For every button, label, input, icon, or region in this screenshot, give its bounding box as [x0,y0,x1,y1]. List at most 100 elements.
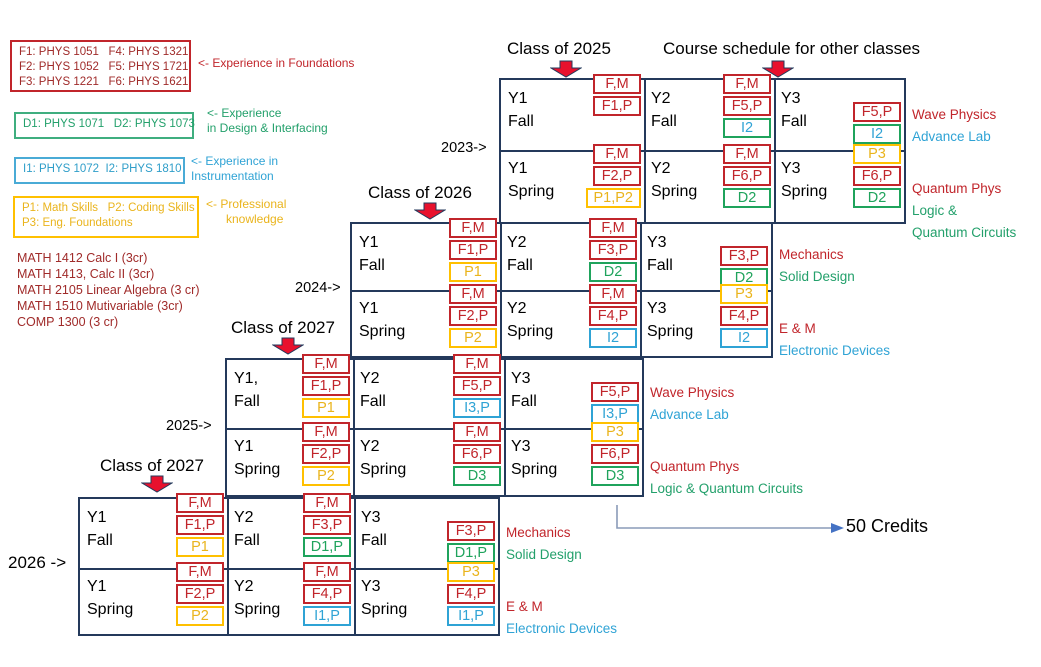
course-chip-stack: F5,P I2 [853,102,901,144]
schedule-cell: Y1 Spring F,M F2,P P2 [80,562,229,634]
schedule-cell: Y2 Spring F,M F4,P I2 [500,284,642,356]
course-chip-stack: F,M F5,P I3,P [453,354,501,418]
course-chip: D2 [723,188,771,208]
schedule-cell: Y3 Fall F5,P I2 [774,80,904,152]
course-chip: P1,P2 [585,188,641,208]
schedule-cell: Y2 Fall F,M F5,P I2 [644,74,776,152]
schedule-cell: Y3 Spring P3 F6,P D2 [774,144,904,222]
course-name-label: Wave Physics [912,107,997,122]
course-chip-stack: F,M F4,P I2 [589,284,637,348]
cell-term-label: Y2 Fall [507,234,533,274]
course-name-label: Logic & Quantum Circuits [650,481,804,496]
cell-term-label: Y1 Spring [87,578,134,618]
course-chip: P3 [447,562,495,582]
course-chip: F4,P [447,584,495,604]
schedule-cell: Y1 Fall F,M F1,P P1 [352,218,502,292]
course-chip: P3 [720,284,768,304]
course-chip: P3 [853,144,901,164]
course-chip: F4,P [589,306,637,326]
course-chip-stack: F,M F3,P D2 [589,218,637,282]
course-chip: I1,P [303,606,351,626]
caption-line: in Design & Interfacing [207,121,328,135]
schedule-cell: Y3 Spring P3 F4,P I2 [640,284,771,356]
caption-line: <- Experience in Foundations [198,56,355,70]
course-chip: D2 [589,262,637,282]
course-name-labels: Mechanics Solid Design [506,522,582,566]
course-code-line: D1: PHYS 1071 D2: PHYS 1073 [23,118,195,130]
course-name-labels: Quantum Phys Logic & Quantum Circuits [650,456,803,500]
cell-term-label: Y3 Fall [511,370,537,410]
year-marker-2024: 2024-> [295,280,341,296]
course-chip: F3,P [447,521,495,541]
schedule-cell: Y1 Fall F,M F1,P [501,74,646,152]
down-arrow-icon [414,202,446,220]
class-of-2027-heading: Class of 2027 [231,318,335,337]
course-name-label: Quantum Phys [650,459,740,474]
math-course-line: COMP 1300 (3 cr) [17,315,119,329]
course-chip: F,M [453,354,501,374]
course-chip: F3,P [720,246,768,266]
course-chip: D3 [591,466,639,486]
cell-term-label: Y1, Fall [234,370,260,410]
schedule-cell: Y1, Fall F,M F1,P P1 [227,354,355,430]
course-chip-stack: F,M F6,P D3 [453,422,501,486]
course-code-line: F2: PHYS 1052 F5: PHYS 1721 [19,61,189,73]
course-chip-stack: F,M F1,P [593,74,641,116]
caption-line: knowledge [206,212,284,226]
course-chip-stack: F3,P D2 [720,246,768,288]
course-chip-stack: P3 F6,P D3 [591,422,639,486]
course-chip-stack: P3 F6,P D2 [853,144,901,208]
schedule-cell: Y3 Fall F3,P D2 [640,224,771,292]
design-legend-caption: <- Experience in Design & Interfacing [207,106,328,136]
schedule-cell: Y1 Spring F,M F2,P P1,P2 [501,144,646,222]
course-chip-stack: F,M F4,P I1,P [303,562,351,626]
course-chip: P1 [449,262,497,282]
course-name-label: Logic & [912,203,958,218]
schedule-cell: Y2 Fall F,M F3,P D1,P [227,493,356,570]
cell-term-label: Y3 Spring [361,578,408,618]
course-chip: P3 [591,422,639,442]
instrumentation-legend-caption: <- Experience in Instrumentation [191,154,278,184]
course-chip-stack: P3 F4,P I2 [720,284,768,348]
foundations-legend-caption: <- Experience in Foundations [198,56,354,71]
course-chip: F2,P [176,584,224,604]
schedule-cell: Y2 Spring F,M F6,P D2 [644,144,776,222]
down-arrow-icon [272,337,304,355]
foundations-legend-box: F1: PHYS 1051 F4: PHYS 1321 F2: PHYS 1052… [10,40,191,92]
cell-term-label: Y2 Spring [651,160,698,200]
down-arrow-icon [550,60,582,78]
course-name-labels: Quantum Phys Logic & Quantum Circuits [912,178,1016,244]
course-name-labels: E & M Electronic Devices [779,318,890,362]
professional-legend-box: P1: Math Skills P2: Coding Skills P3: Eng… [13,196,199,238]
course-chip: I2 [853,124,901,144]
course-name-label: Solid Design [779,269,855,284]
course-name-label: Advance Lab [650,407,729,422]
course-chip-stack: F,M F5,P I2 [723,74,771,138]
cell-term-label: Y3 Spring [511,438,558,478]
schedule-cell: Y3 Spring P3 F6,P D3 [504,422,642,495]
math-course-line: MATH 1413, Calc II (3cr) [17,267,155,281]
course-chip: F,M [723,74,771,94]
course-name-label: Mechanics [779,247,844,262]
course-chip: I3,P [591,404,639,424]
course-chip-stack: F,M F6,P D2 [723,144,771,208]
course-chip-stack: F,M F1,P P1 [176,493,224,557]
course-name-label: E & M [779,321,816,336]
course-chip: F6,P [853,166,901,186]
course-chip: F5,P [723,96,771,116]
course-chip-stack: F5,P I3,P [591,382,639,424]
cell-term-label: Y1 Fall [87,509,113,549]
course-chip: F,M [589,284,637,304]
course-chip: D3 [453,466,501,486]
course-chip: F,M [176,562,224,582]
class-of-2026-heading: Class of 2026 [368,183,472,202]
course-code-line: I1: PHYS 1072 I2: PHYS 1810 [23,163,182,175]
cell-term-label: Y1 Fall [359,234,385,274]
design-legend-box: D1: PHYS 1071 D2: PHYS 1073 [14,112,195,139]
class-of-2027-bottom-heading: Class of 2027 [100,456,204,475]
cell-term-label: Y1 Spring [234,438,281,478]
schedule-cell: Y2 Fall F,M F5,P I3,P [353,354,506,430]
course-name-label: Quantum Circuits [912,225,1017,240]
cell-term-label: Y2 Fall [651,90,677,130]
course-name-label: Electronic Devices [779,343,891,358]
